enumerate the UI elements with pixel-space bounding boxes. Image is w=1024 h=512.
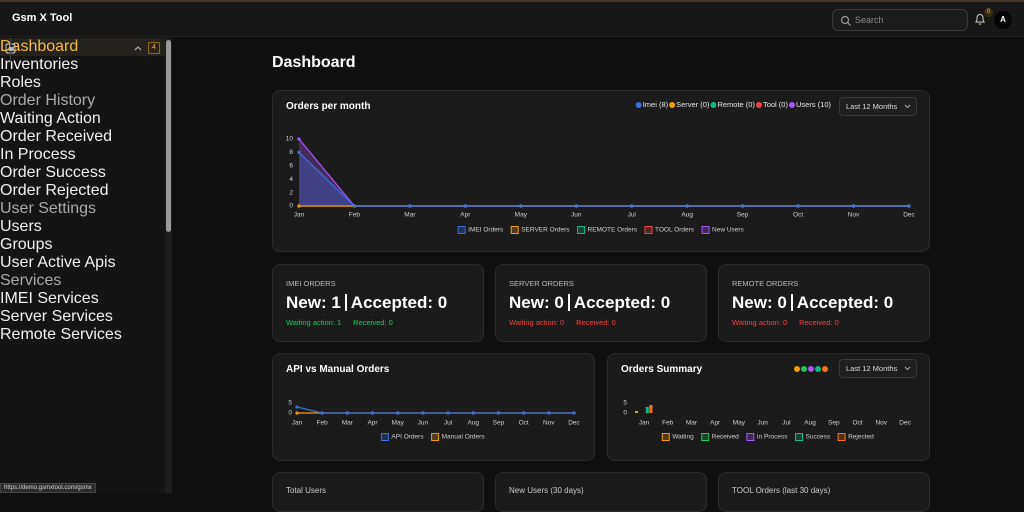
received: Received: 0 [799, 318, 839, 327]
status-url: https://demo.gsmxtool.com/gsmx [0, 483, 96, 493]
nav-subitem[interactable]: Order Received0 [0, 38, 165, 146]
nav-label: Waiting Action [0, 110, 101, 127]
search-placeholder: Search [855, 15, 884, 25]
nav-subitem[interactable]: IMEI Services [0, 38, 165, 308]
divider [344, 294, 347, 311]
range-label: Last 12 Months [846, 364, 898, 373]
tree-dot [8, 46, 13, 51]
chart-title: API vs Manual Orders [286, 364, 390, 375]
nav-item[interactable]: Roles1 [0, 42, 165, 92]
nav-label: Remote Services [0, 326, 122, 343]
summary-card: TOOL Orders (last 30 days) [718, 472, 930, 512]
stat-counts: New: 0 Accepted: 0 [732, 293, 893, 313]
stat-counts: New: 1 Accepted: 0 [286, 293, 447, 313]
nav-subitem[interactable]: Users [0, 38, 165, 236]
nav-label: Order Success [0, 164, 106, 181]
waiting-action: Waiting action: 0 [732, 318, 788, 327]
accepted-count: Accepted: 0 [573, 293, 671, 312]
stat-card: IMEI ORDERS New: 1 Accepted: 0 Waiting acti… [272, 264, 484, 342]
card-title: New Users (30 days) [509, 486, 584, 495]
nav-label: Server Services [0, 308, 113, 325]
divider [567, 294, 570, 311]
waiting-action: Waiting action: 0 [509, 318, 565, 327]
card-title: Total Users [286, 486, 327, 495]
nav-subitem[interactable]: Server Services [0, 38, 165, 326]
nav-label: IMEI Services [0, 290, 99, 307]
nav-subitem[interactable]: Groups [0, 38, 165, 254]
stat-card: REMOTE ORDERS New: 0 Accepted: 0 Waiting ac… [718, 264, 930, 342]
chart-title: Orders per month [286, 101, 371, 112]
chevron [134, 46, 142, 51]
stat-card: SERVER ORDERS New: 0 Accepted: 0 Waiting ac… [495, 264, 707, 342]
notification-bell[interactable] [974, 13, 986, 26]
chevron [904, 104, 911, 109]
nav-section[interactable]: Services [0, 43, 165, 290]
top-bar: Gsm X Tool Search 0 A [0, 0, 1024, 37]
avatar[interactable]: A [994, 11, 1012, 29]
nav-label: Roles [0, 74, 41, 91]
nav-label: User Settings [0, 200, 97, 217]
nav-subitem[interactable]: In Process0 [0, 38, 165, 164]
nav-label: Order Rejected [0, 182, 109, 199]
nav-subitem[interactable]: Remote Services [0, 38, 165, 344]
nav-label: Users [0, 218, 42, 235]
accepted-count: Accepted: 0 [796, 293, 894, 312]
card-title: TOOL Orders (last 30 days) [732, 486, 831, 495]
orders-summary-card: Orders Summary Last 12 Months [607, 353, 930, 461]
nav-item[interactable]: Dashboard [0, 38, 165, 56]
orders-per-month-card: Orders per month Last 12 Months [272, 90, 930, 252]
nav-label: Dashboard [0, 38, 79, 55]
received: Received: 0 [353, 318, 393, 327]
nav-label: Order Received [0, 128, 113, 145]
nav-subitem[interactable]: Waiting Action1 [0, 38, 165, 128]
sidebar: DashboardInventoriesRoles1Order HistoryW… [0, 38, 165, 493]
accepted-count: Accepted: 0 [350, 293, 448, 312]
scrollbar-thumb[interactable] [166, 40, 171, 232]
nav-label: Services [0, 272, 62, 289]
chart-title: Orders Summary [621, 364, 703, 375]
page-title: Dashboard [272, 54, 356, 71]
nav-label: User Active Apis [0, 254, 116, 271]
nav-subitem[interactable]: User Active Apis [0, 38, 165, 272]
nav-item[interactable]: Inventories [0, 43, 165, 74]
stat-status: Waiting action: 1 Received: 0 [286, 318, 405, 327]
new-count: New: 1 [286, 293, 341, 312]
notification-count: 0 [984, 8, 993, 17]
range-dropdown[interactable]: Last 12 Months [839, 97, 917, 116]
nav-label: In Process [0, 146, 76, 163]
nav-badge: 4 [148, 42, 160, 54]
summary-card: Total Users [272, 472, 484, 512]
new-count: New: 0 [509, 293, 564, 312]
search-box[interactable]: Search [832, 9, 968, 31]
stat-status: Waiting action: 0 Received: 0 [732, 318, 851, 327]
stat-status: Waiting action: 0 Received: 0 [509, 318, 628, 327]
search-icon [840, 15, 851, 26]
brand[interactable]: Gsm X Tool [12, 12, 73, 24]
range-dropdown[interactable]: Last 12 Months [839, 359, 917, 378]
stat-title: SERVER ORDERS [509, 279, 574, 288]
nav-label: Order History [0, 92, 96, 109]
chevron [904, 366, 911, 371]
divider [790, 294, 793, 311]
stat-title: REMOTE ORDERS [732, 279, 799, 288]
nav-subitem[interactable]: Order Rejected 4 [0, 38, 165, 200]
nav-section[interactable]: Order History [0, 43, 165, 110]
new-count: New: 0 [732, 293, 787, 312]
nav-label: Inventories [0, 56, 79, 73]
scrollbar [165, 38, 172, 493]
stat-counts: New: 0 Accepted: 0 [509, 293, 670, 313]
received: Received: 0 [576, 318, 616, 327]
summary-card: New Users (30 days) [495, 472, 707, 512]
nav-label: Groups [0, 236, 53, 253]
waiting-action: Waiting action: 1 [286, 318, 342, 327]
stat-title: IMEI ORDERS [286, 279, 336, 288]
nav-subitem[interactable]: Order Success3 [0, 38, 165, 182]
api-manual-card: API vs Manual Orders [272, 353, 595, 461]
nav-section[interactable]: User Settings [0, 43, 165, 218]
range-label: Last 12 Months [846, 102, 898, 111]
